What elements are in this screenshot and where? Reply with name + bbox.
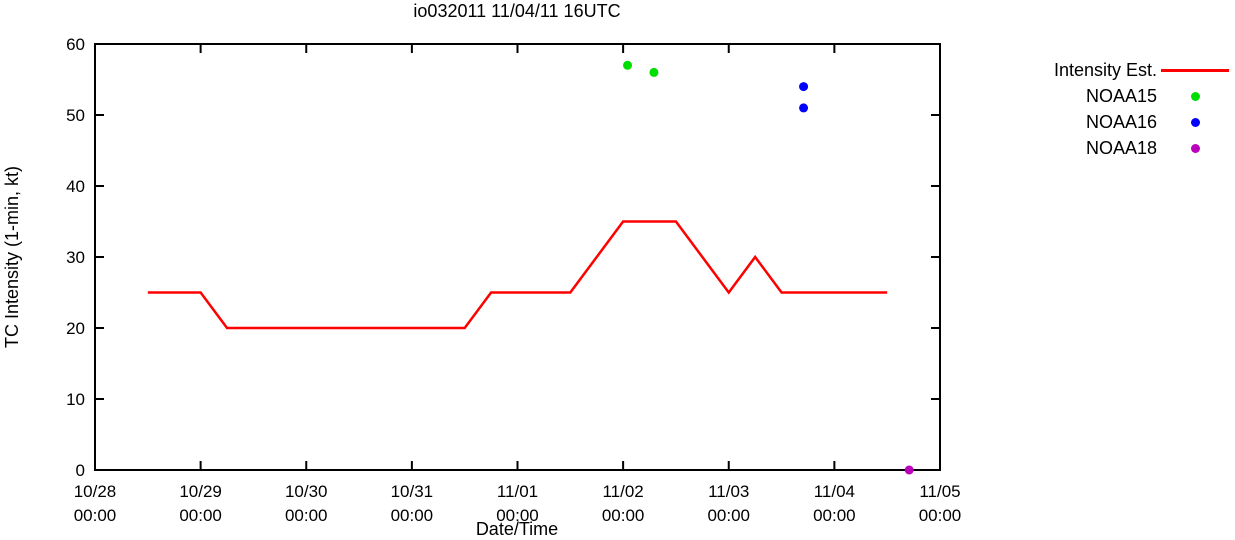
legend-line-sample: [1157, 68, 1233, 72]
x-tick-date-label: 11/01: [497, 482, 538, 501]
chart-title: io032011 11/04/11 16UTC: [413, 1, 620, 21]
x-tick-time-label: 00:00: [74, 506, 117, 525]
y-axis-label: TC Intensity (1-min, kt): [2, 166, 22, 348]
legend-label: Intensity Est.: [1053, 59, 1157, 80]
legend-item-noaa18: NOAA18: [1054, 135, 1233, 161]
dot-marker-icon: [1190, 117, 1200, 127]
dot-marker-icon: [1190, 91, 1200, 101]
x-tick-date-label: 10/29: [179, 482, 222, 501]
x-tick-time-label: 00:00: [496, 506, 539, 525]
legend-label: NOAA16: [1085, 111, 1157, 132]
legend-dot-marker: [1157, 91, 1233, 101]
x-tick-date-label: 10/31: [391, 482, 434, 501]
x-tick-date-label: 11/03: [708, 482, 749, 501]
y-tick-label: 40: [66, 177, 85, 196]
legend-label: NOAA18: [1085, 137, 1157, 158]
x-tick-time-label: 00:00: [602, 506, 645, 525]
series-point-noaa18: [904, 465, 914, 475]
x-tick-date-label: 11/02: [602, 482, 643, 501]
x-tick-date-label: 10/28: [74, 482, 117, 501]
series-point-noaa15: [623, 60, 633, 70]
legend-dot-marker: [1157, 143, 1233, 153]
y-tick-label: 60: [66, 35, 85, 54]
y-tick-label: 30: [66, 248, 85, 267]
series-point-noaa16: [799, 82, 809, 92]
y-tick-label: 10: [66, 390, 85, 409]
x-axis-label: Date/Time: [476, 519, 558, 539]
x-tick-time-label: 00:00: [707, 506, 750, 525]
legend-item-noaa16: NOAA16: [1054, 109, 1233, 135]
x-tick-date-label: 10/30: [285, 482, 328, 501]
legend-item-intensity-est-: Intensity Est.: [1054, 57, 1233, 83]
legend: Intensity Est. NOAA15 NOAA16 NOAA18: [1054, 57, 1233, 161]
x-tick-date-label: 11/04: [814, 482, 855, 501]
x-tick-date-label: 11/05: [919, 482, 960, 501]
line-sample-icon: [1161, 68, 1229, 72]
legend-label: NOAA15: [1085, 85, 1157, 106]
series-point-noaa15: [649, 67, 659, 77]
x-tick-time-label: 00:00: [285, 506, 328, 525]
plot-border: [94, 43, 941, 471]
y-tick-label: 0: [76, 461, 85, 480]
x-tick-time-label: 00:00: [813, 506, 856, 525]
legend-item-noaa15: NOAA15: [1054, 83, 1233, 109]
series-line-intensity-est-: [147, 220, 888, 330]
x-tick-time-label: 00:00: [391, 506, 434, 525]
y-tick-label: 50: [66, 106, 85, 125]
dot-marker-icon: [1190, 143, 1200, 153]
x-tick-time-label: 00:00: [919, 506, 962, 525]
x-tick-time-label: 00:00: [179, 506, 222, 525]
series-point-noaa16: [799, 103, 809, 113]
plot-dynamic-content: 0 10 20 30 40 50 60 10/28 00:00 10/29 00:00 10/30 00…: [66, 35, 961, 525]
y-tick-label: 20: [66, 319, 85, 338]
legend-dot-marker: [1157, 117, 1233, 127]
